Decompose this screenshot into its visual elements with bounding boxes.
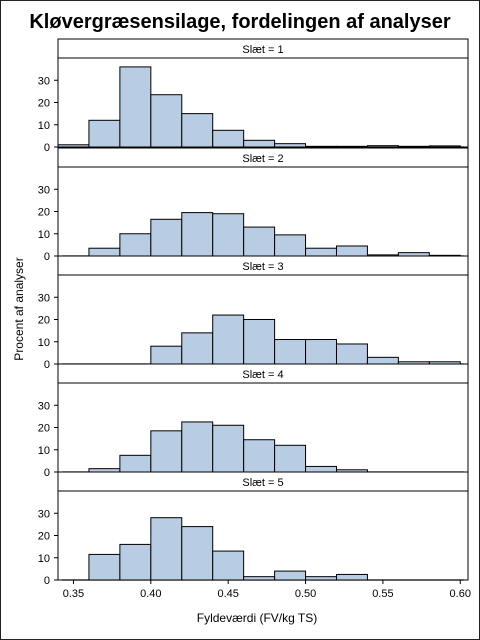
panel-strip <box>57 38 469 59</box>
y-tick-label: 20 <box>38 531 50 543</box>
y-axis-label: Procent af analyser <box>12 257 26 360</box>
panels-group: Slæt = 1 0 10 20 30 Slæt = 2 0 10 20 30 Slæt = 3 0 1… <box>38 38 469 587</box>
y-tick-label: 10 <box>38 445 50 457</box>
panel-strip-label: Slæt = 2 <box>242 153 283 165</box>
y-tick-label: 30 <box>38 400 50 412</box>
histogram-bar <box>88 553 121 581</box>
panel-strip-label: Slæt = 5 <box>242 477 283 489</box>
histogram-bar <box>119 233 152 257</box>
panel-3: Slæt = 3 0 10 20 30 <box>38 255 469 371</box>
y-tick-label: 30 <box>38 508 50 520</box>
histogram-bar <box>181 212 214 257</box>
chart-title: Kløvergræsensilage, fordelingen af analy… <box>29 11 450 33</box>
histogram-bar <box>305 145 337 148</box>
histogram-bar <box>119 543 152 581</box>
panel-strip-label: Slæt = 1 <box>242 44 283 56</box>
y-tick-label: 30 <box>38 292 50 304</box>
x-tick-label: 0.45 <box>217 588 238 600</box>
histogram-bar <box>88 468 121 473</box>
histogram-bar <box>274 570 307 581</box>
histogram-bar <box>243 139 276 148</box>
histogram-bar <box>274 234 307 257</box>
histogram-bar <box>335 145 368 148</box>
histogram-bar <box>274 339 307 365</box>
y-tick-label: 10 <box>38 553 50 565</box>
y-tick-label: 20 <box>38 423 50 435</box>
histogram-bar <box>305 576 337 581</box>
panel-strip-label: Slæt = 3 <box>242 261 283 273</box>
panel-strip <box>57 255 469 276</box>
histogram-bar <box>212 314 245 365</box>
x-tick-label: 0.55 <box>372 588 393 600</box>
panel-strip <box>57 471 469 492</box>
panel-4: Slæt = 4 0 10 20 30 <box>38 363 469 479</box>
panel-2: Slæt = 2 0 10 20 30 <box>38 147 469 263</box>
y-tick-label: 20 <box>38 207 50 219</box>
histogram-bar <box>150 345 183 365</box>
y-tick-label: 10 <box>38 337 50 349</box>
y-tick-label: 0 <box>44 359 50 371</box>
histogram-bar <box>243 576 276 581</box>
histogram-bar <box>366 356 399 365</box>
histogram-bar <box>366 145 399 148</box>
y-tick-label: 20 <box>38 98 50 110</box>
x-tick-label: 0.50 <box>295 588 316 600</box>
histogram-bar <box>335 245 368 257</box>
histogram-bar <box>212 129 245 148</box>
histogram-bar <box>243 319 276 365</box>
panel-strip-label: Slæt = 4 <box>242 369 283 381</box>
y-tick-label: 0 <box>44 467 50 479</box>
histogram-bar <box>57 144 90 148</box>
histogram-bar <box>119 454 152 473</box>
x-tick-label: 0.40 <box>140 588 161 600</box>
y-tick-label: 0 <box>44 251 50 263</box>
histogram-bar <box>243 226 276 257</box>
histogram-bar <box>212 424 245 473</box>
histogram-bar <box>335 573 368 581</box>
histogram-bar <box>243 439 276 473</box>
histogram-bar <box>305 247 337 257</box>
histogram-bar <box>397 145 430 148</box>
panel-strip <box>57 147 469 168</box>
histogram-bar <box>397 252 430 257</box>
histogram-bar <box>119 66 152 148</box>
histogram-bar <box>150 517 183 581</box>
histogram-bar <box>150 430 183 473</box>
y-tick-label: 30 <box>38 75 50 87</box>
histogram-bar <box>88 247 121 257</box>
y-tick-label: 30 <box>38 184 50 196</box>
histogram-bar <box>212 550 245 581</box>
panel-1: Slæt = 1 0 10 20 30 <box>38 38 469 154</box>
histogram-bar <box>305 465 337 473</box>
x-tick-label: 0.60 <box>450 588 471 600</box>
y-tick-label: 0 <box>44 575 50 587</box>
panel-strip <box>57 363 469 384</box>
x-axis-label: Fyldeværdi (FV/kg TS) <box>197 611 317 625</box>
y-tick-label: 10 <box>38 120 50 132</box>
histogram-bar <box>212 213 245 257</box>
x-tick-label: 0.35 <box>63 588 84 600</box>
histogram-bar <box>274 444 307 473</box>
histogram-bar <box>428 145 461 148</box>
histogram-bar <box>88 119 121 148</box>
histogram-bar <box>181 113 214 148</box>
y-tick-label: 20 <box>38 315 50 327</box>
histogram-bar <box>335 343 368 365</box>
y-tick-label: 0 <box>44 142 50 154</box>
x-axis: 0.35 0.40 0.45 0.50 0.55 0.60 <box>63 580 471 600</box>
panel-5: Slæt = 5 0 10 20 30 <box>38 471 469 587</box>
histogram-bar <box>150 94 183 148</box>
histogram-bar <box>150 218 183 257</box>
histogram-bar <box>181 332 214 365</box>
histogram-bar <box>305 339 337 365</box>
y-tick-label: 10 <box>38 229 50 241</box>
histogram-bar <box>181 526 214 581</box>
histogram-bar <box>181 421 214 473</box>
histogram-bar <box>274 143 307 148</box>
